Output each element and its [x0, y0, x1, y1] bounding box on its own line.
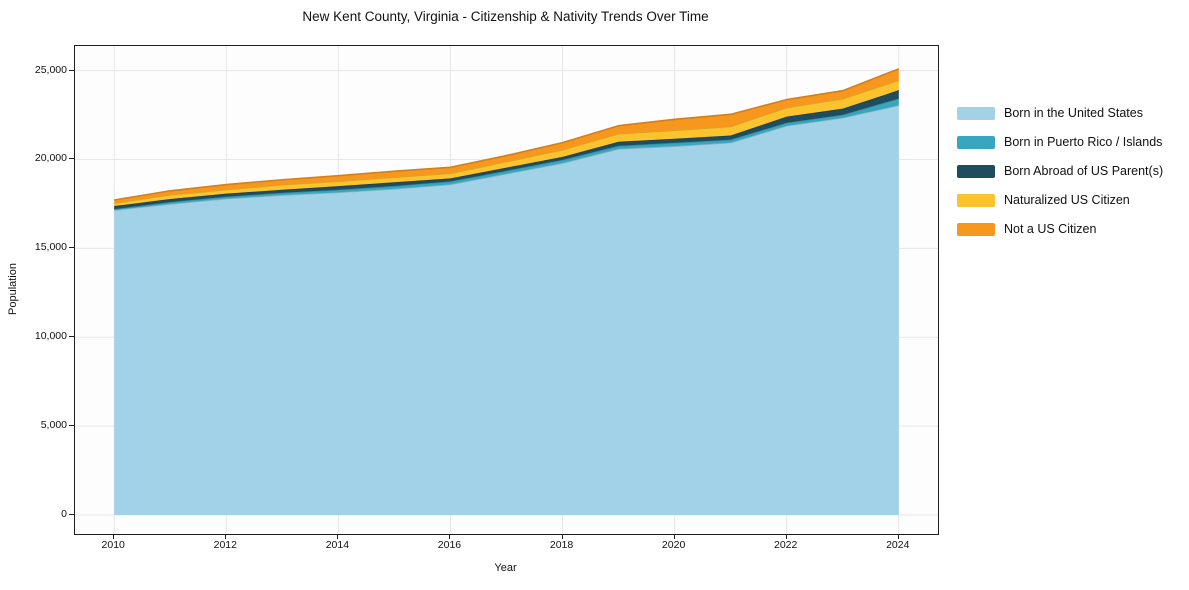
legend-item: Born in the United States — [957, 106, 1163, 121]
legend-swatch-not-citizen — [957, 223, 995, 236]
y-tick-label: 25,000 — [34, 63, 67, 76]
x-tick-mark — [897, 534, 899, 539]
y-tick-mark — [69, 425, 74, 427]
y-tick-label: 15,000 — [34, 241, 67, 254]
legend-label: Born Abroad of US Parent(s) — [1004, 164, 1164, 178]
legend-label: Born in Puerto Rico / Islands — [1004, 135, 1163, 149]
x-tick-label: 2022 — [774, 539, 798, 551]
x-tick-mark — [113, 534, 115, 539]
x-tick-label: 2014 — [325, 539, 350, 551]
x-tick-label: 2024 — [886, 539, 910, 551]
x-tick-label: 2010 — [101, 539, 125, 551]
x-tick-label: 2012 — [213, 539, 237, 551]
y-tick-label: 5,000 — [40, 419, 67, 432]
y-axis-title: Population — [7, 263, 19, 315]
x-tick-label: 2018 — [549, 539, 574, 551]
legend-swatch-born-us — [957, 107, 995, 120]
area-not-a-us-citizen — [114, 68, 899, 204]
legend-label: Born in the United States — [1004, 106, 1143, 120]
legend-swatch-naturalized — [957, 194, 995, 207]
y-tick-mark — [69, 513, 74, 515]
stacked-area-plot — [75, 46, 938, 534]
x-tick-mark — [225, 534, 227, 539]
legend-item: Born in Puerto Rico / Islands — [957, 135, 1163, 150]
x-tick-mark — [673, 534, 675, 539]
legend-swatch-born-abroad — [957, 165, 995, 178]
x-tick-label: 2016 — [437, 539, 462, 551]
y-tick-label: 10,000 — [34, 330, 67, 343]
legend-item: Naturalized US Citizen — [957, 193, 1163, 208]
legend-item: Born Abroad of US Parent(s) — [957, 164, 1163, 179]
plot-area — [74, 45, 939, 535]
legend-label: Not a US Citizen — [1004, 222, 1097, 236]
chart-title: New Kent County, Virginia - Citizenship … — [302, 9, 709, 24]
y-tick-mark — [69, 69, 74, 71]
x-tick-mark — [337, 534, 339, 539]
x-tick-mark — [561, 534, 563, 539]
x-tick-mark — [449, 534, 451, 539]
legend-item: Not a US Citizen — [957, 222, 1163, 237]
area-edge-not-a-us-citizen — [114, 68, 900, 201]
y-tick-mark — [69, 158, 74, 160]
x-tick-mark — [785, 534, 787, 539]
legend: Born in the United States Born in Puerto… — [957, 106, 1163, 251]
y-tick-mark — [69, 336, 74, 338]
legend-label: Naturalized US Citizen — [1004, 193, 1130, 207]
y-tick-mark — [69, 247, 74, 249]
area-born-in-the-united-states — [114, 105, 899, 515]
y-tick-label: 0 — [61, 507, 67, 520]
y-tick-label: 20,000 — [34, 152, 67, 165]
x-axis-title: Year — [494, 562, 517, 574]
x-tick-label: 2020 — [661, 539, 686, 551]
legend-swatch-born-pr-islands — [957, 136, 995, 149]
